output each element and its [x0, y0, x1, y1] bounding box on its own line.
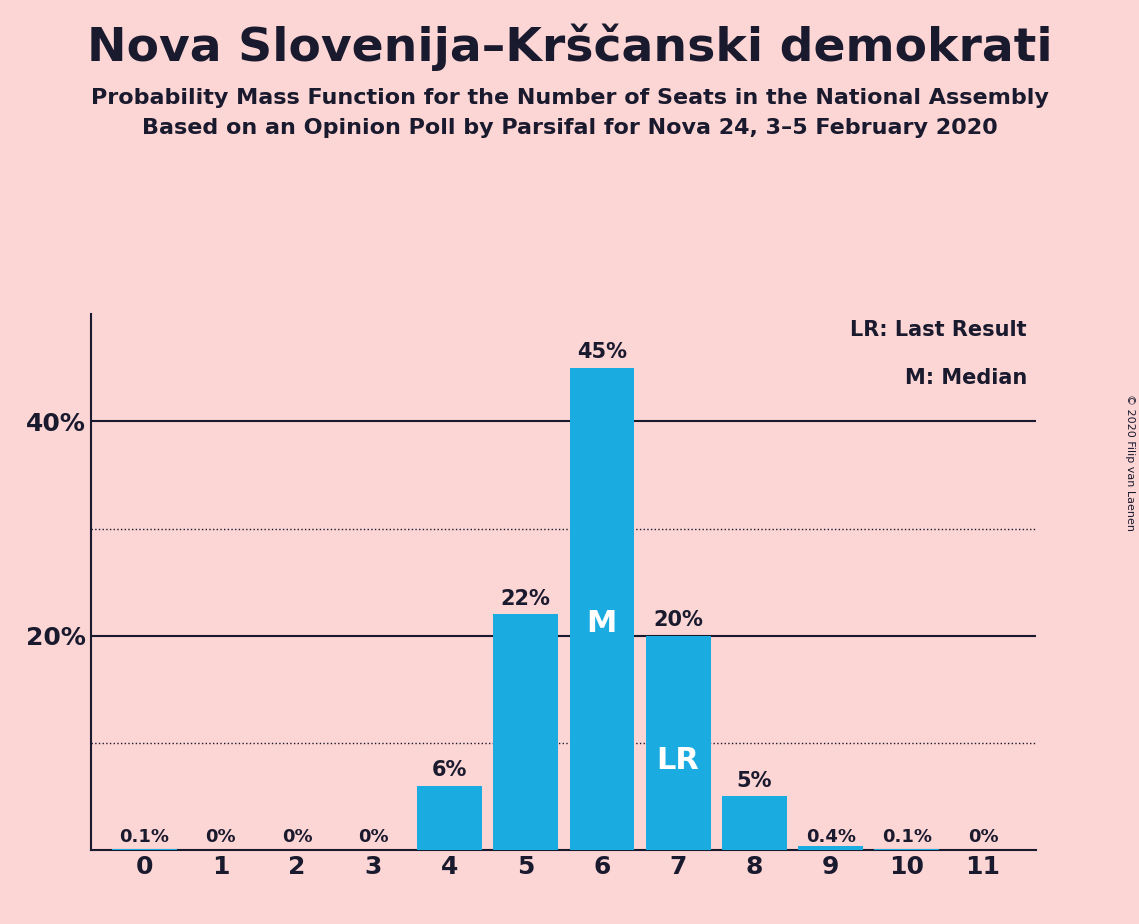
Bar: [493, 614, 558, 850]
Text: Based on an Opinion Poll by Parsifal for Nova 24, 3–5 February 2020: Based on an Opinion Poll by Parsifal for…: [141, 118, 998, 139]
Text: 0%: 0%: [281, 828, 312, 845]
Text: © 2020 Filip van Laenen: © 2020 Filip van Laenen: [1125, 394, 1134, 530]
Text: 0%: 0%: [968, 828, 999, 845]
Text: M: Median: M: Median: [904, 368, 1027, 388]
Bar: [875, 849, 940, 850]
Bar: [722, 796, 787, 850]
Text: Nova Slovenija–Krščanski demokrati: Nova Slovenija–Krščanski demokrati: [87, 23, 1052, 70]
Text: LR: Last Result: LR: Last Result: [851, 320, 1027, 339]
Text: 20%: 20%: [654, 611, 703, 630]
Text: M: M: [587, 609, 617, 638]
Text: 0.1%: 0.1%: [120, 828, 170, 845]
Text: 0%: 0%: [358, 828, 388, 845]
Bar: [112, 849, 177, 850]
Bar: [646, 636, 711, 850]
Text: 6%: 6%: [432, 760, 467, 781]
Text: 22%: 22%: [501, 589, 550, 609]
Bar: [417, 785, 482, 850]
Text: 45%: 45%: [577, 343, 626, 362]
Text: LR: LR: [657, 746, 699, 774]
Text: 0.1%: 0.1%: [882, 828, 932, 845]
Text: Probability Mass Function for the Number of Seats in the National Assembly: Probability Mass Function for the Number…: [91, 88, 1048, 108]
Text: 0.4%: 0.4%: [805, 828, 855, 845]
Bar: [570, 368, 634, 850]
Bar: [798, 845, 863, 850]
Text: 5%: 5%: [737, 772, 772, 791]
Text: 0%: 0%: [205, 828, 236, 845]
